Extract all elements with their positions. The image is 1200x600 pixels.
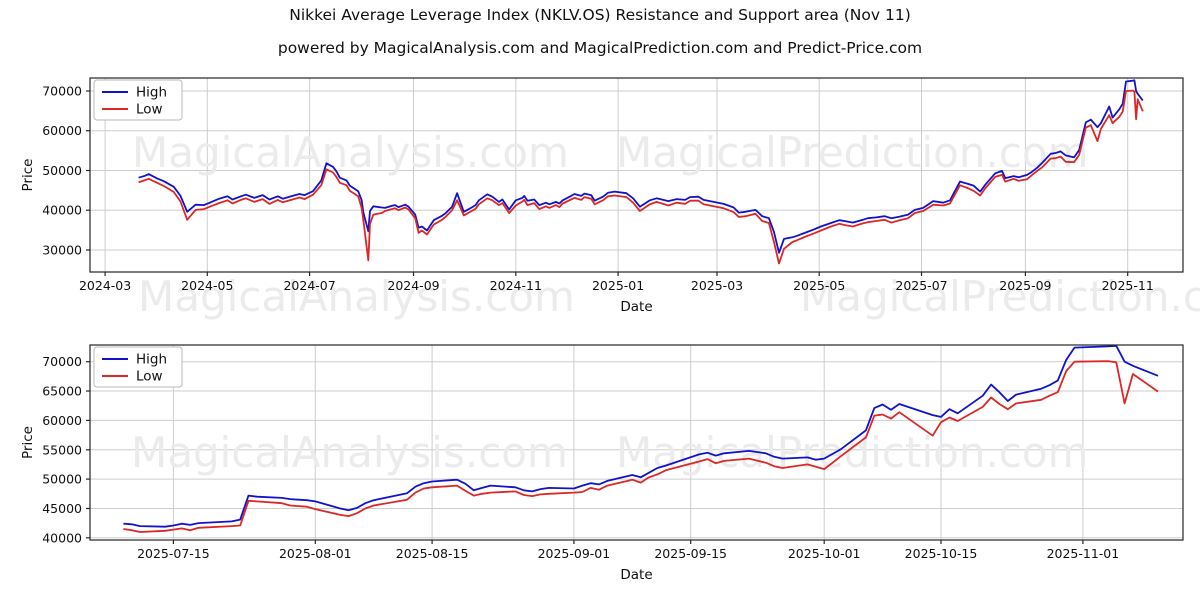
x-tick-label: 2024-07 [283, 278, 335, 293]
watermark-text: MagicalPrediction.com [616, 128, 1089, 177]
watermark-text: MagicalAnalysis.com [131, 428, 568, 477]
bottom-chart: MagicalAnalysis.com MagicalPrediction.com… [20, 344, 1184, 583]
high-line [123, 344, 1159, 528]
low-line [138, 89, 1144, 265]
x-tick-label: 2025-10-15 [905, 546, 978, 561]
x-tick-label: 2025-09 [999, 278, 1051, 293]
y-tick-label: 60000 [42, 123, 82, 138]
legend-label: Low [136, 369, 163, 385]
y-tick-label: 50000 [42, 472, 82, 487]
x-axis-label: Date [620, 299, 652, 315]
legend-label: High [136, 352, 167, 368]
x-tick-label: 2025-10-01 [788, 546, 861, 561]
x-axis-label: Date [620, 567, 652, 583]
x-tick-label: 2025-11-01 [1047, 546, 1120, 561]
x-tick-label: 2025-08-01 [279, 546, 352, 561]
y-tick-label: 65000 [42, 384, 82, 399]
x-tick-label: 2025-07 [895, 278, 947, 293]
x-tick-label: 2025-07-15 [137, 546, 210, 561]
y-tick-label: 70000 [42, 84, 82, 99]
x-tick-label: 2025-11 [1102, 278, 1154, 293]
y-tick-label: 55000 [42, 442, 82, 457]
y-tick-label: 30000 [42, 243, 82, 258]
page-title: Nikkei Average Leverage Index (NKLV.OS) … [289, 6, 911, 24]
y-tick-label: 40000 [42, 203, 82, 218]
x-tick-label: 2025-09-15 [654, 546, 727, 561]
high-line [138, 79, 1144, 254]
watermark-text: MagicalPrediction.com [800, 272, 1200, 321]
x-tick-label: 2025-01 [592, 278, 644, 293]
watermark-text: MagicalPrediction.com [616, 428, 1089, 477]
x-tick-label: 2025-03 [691, 278, 743, 293]
watermark-text: MagicalAnalysis.com [132, 128, 569, 177]
x-tick-label: 2025-05 [793, 278, 845, 293]
x-tick-label: 2024-05 [181, 278, 233, 293]
x-tick-label: 2025-08-15 [396, 546, 469, 561]
y-tick-label: 40000 [42, 530, 82, 545]
y-tick-label: 45000 [42, 501, 82, 516]
top-chart: MagicalAnalysis.com MagicalPrediction.com… [20, 77, 1200, 321]
x-tick-label: 2024-09 [387, 278, 439, 293]
legend-label: Low [136, 102, 163, 118]
y-axis-label: Price [20, 426, 36, 459]
low-line [123, 360, 1159, 533]
watermark-text: MagicalAnalysis.com [138, 272, 575, 321]
plot-frame [89, 77, 1184, 273]
x-tick-label: 2025-09-01 [538, 546, 611, 561]
x-tick-label: 2024-03 [79, 278, 131, 293]
y-tick-label: 70000 [42, 354, 82, 369]
y-tick-label: 50000 [42, 163, 82, 178]
x-tick-label: 2024-11 [490, 278, 542, 293]
plot-frame [89, 344, 1184, 541]
y-tick-label: 60000 [42, 413, 82, 428]
legend-label: High [136, 85, 167, 101]
page-subtitle: powered by MagicalAnalysis.com and Magic… [277, 39, 923, 57]
y-axis-label: Price [20, 159, 36, 192]
